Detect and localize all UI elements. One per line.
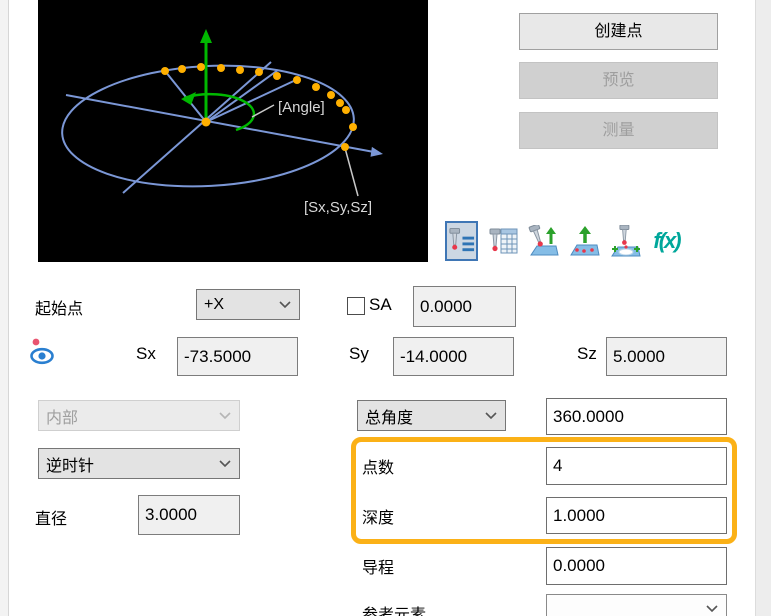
angle-annotation: [Angle] bbox=[278, 99, 325, 116]
preview-button: 预览 bbox=[519, 62, 718, 99]
scan-points bbox=[161, 63, 357, 151]
sz-input[interactable] bbox=[606, 337, 727, 376]
probe-plane-center-glyph bbox=[610, 225, 641, 257]
probe-plane-center-icon[interactable] bbox=[609, 221, 642, 261]
left-panel-edge bbox=[0, 0, 9, 616]
start-point-label: 起始点 bbox=[35, 301, 84, 318]
probe-table-glyph bbox=[489, 228, 517, 254]
measure-button: 测量 bbox=[519, 112, 718, 149]
sy-label: Sy bbox=[349, 344, 369, 363]
chevron-down-icon bbox=[485, 411, 497, 420]
plane-up-arrow-icon[interactable] bbox=[568, 221, 601, 261]
sy-input[interactable] bbox=[393, 337, 514, 376]
inner-outer-selected: 内部 bbox=[46, 409, 79, 427]
total-angle-input[interactable] bbox=[546, 398, 727, 435]
sa-value-input[interactable] bbox=[413, 286, 516, 327]
start-point-selected: +X bbox=[204, 295, 225, 313]
depth-label: 深度 bbox=[362, 510, 395, 527]
points-count-label: 点数 bbox=[362, 460, 395, 477]
diameter-label: 直径 bbox=[35, 511, 68, 528]
function-fx-icon[interactable]: f(x) bbox=[650, 221, 683, 261]
plane-up-arrow-glyph bbox=[569, 226, 600, 256]
sx-label: Sx bbox=[136, 344, 156, 363]
probe-lift-glyph bbox=[527, 225, 559, 256]
total-angle-combobox[interactable]: 总角度 bbox=[357, 400, 506, 431]
probe-table-icon[interactable] bbox=[486, 221, 519, 261]
reference-feature-label: 参考元素 bbox=[362, 607, 427, 616]
direction-combobox[interactable]: 逆时针 bbox=[38, 448, 240, 479]
diameter-input[interactable] bbox=[138, 495, 240, 535]
circle-scan-diagram: [Angle] [Sx,Sy,Sz] bbox=[61, 29, 383, 216]
fx-glyph: f(x) bbox=[653, 228, 681, 253]
create-point-button[interactable]: 创建点 bbox=[519, 13, 718, 50]
probe-list-glyph bbox=[449, 227, 475, 252]
show-target-eye-icon[interactable] bbox=[28, 337, 56, 367]
inner-outer-combobox: 内部 bbox=[38, 400, 240, 431]
eye-glyph bbox=[30, 338, 54, 365]
total-angle-selected: 总角度 bbox=[365, 409, 414, 427]
sa-label: SA bbox=[369, 295, 392, 314]
vertical-scrollbar[interactable] bbox=[755, 0, 771, 616]
chevron-down-icon bbox=[706, 605, 718, 613]
point-mode-toolbar: f(x) bbox=[445, 221, 683, 261]
start-point-annotation: [Sx,Sy,Sz] bbox=[304, 199, 372, 216]
helper-illustration: [Angle] [Sx,Sy,Sz] bbox=[38, 0, 428, 262]
chevron-down-icon bbox=[219, 411, 231, 420]
sx-input[interactable] bbox=[177, 337, 298, 376]
chevron-down-icon bbox=[219, 459, 231, 468]
probe-list-icon[interactable] bbox=[445, 221, 478, 261]
points-count-input[interactable] bbox=[546, 447, 727, 485]
sz-label: Sz bbox=[577, 344, 597, 363]
reference-feature-combobox[interactable] bbox=[546, 594, 727, 616]
probe-lift-icon[interactable] bbox=[527, 221, 560, 261]
sa-checkbox[interactable] bbox=[347, 297, 365, 315]
lead-label: 导程 bbox=[362, 560, 395, 577]
direction-selected: 逆时针 bbox=[46, 457, 95, 475]
start-point-combobox[interactable]: +X bbox=[196, 289, 300, 320]
lead-input[interactable] bbox=[546, 547, 727, 585]
chevron-down-icon bbox=[279, 300, 291, 309]
depth-input[interactable] bbox=[546, 497, 727, 534]
